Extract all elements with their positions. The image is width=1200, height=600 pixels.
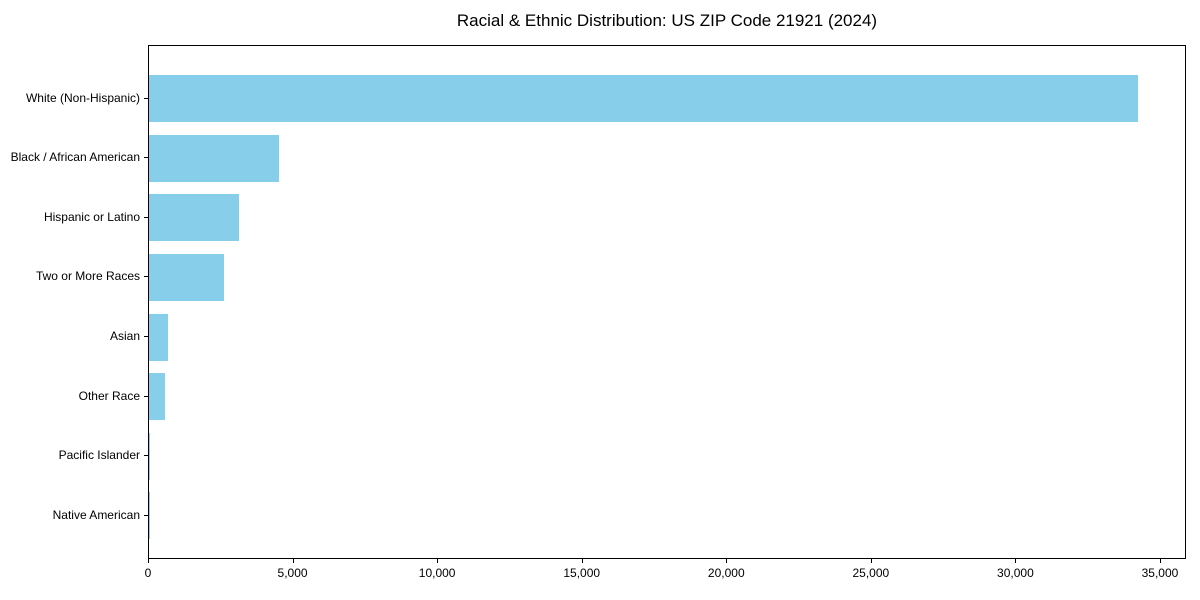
x-tick-label-5000: 5,000 (277, 566, 308, 580)
bar-two-or-more-races (149, 253, 225, 301)
x-tick-mark (870, 559, 872, 563)
y-tick-mark (144, 276, 148, 278)
y-tick-label-asian: Asian (109, 329, 140, 344)
y-tick-label-pacific-islander: Pacific Islander (58, 448, 140, 463)
y-tick-label-black-african-american: Black / African American (10, 150, 140, 165)
x-tick-mark (581, 559, 583, 563)
y-tick-mark (144, 514, 148, 516)
x-tick-mark (437, 559, 439, 563)
x-tick-label-20000: 20,000 (707, 566, 745, 580)
y-tick-mark (144, 157, 148, 159)
y-tick-mark (144, 395, 148, 397)
x-tick-label-0: 0 (144, 566, 152, 580)
plot-area (148, 45, 1186, 559)
y-tick-label-two-or-more-races: Two or More Races (35, 269, 140, 284)
x-tick-mark (1015, 559, 1017, 563)
bar-hispanic-or-latino (149, 194, 239, 242)
x-tick-label-10000: 10,000 (418, 566, 456, 580)
bar-pacific-islander (149, 432, 151, 480)
x-tick-label-35000: 35,000 (1141, 566, 1179, 580)
x-tick-mark (1159, 559, 1161, 563)
y-tick-mark (144, 216, 148, 218)
y-tick-label-hispanic-or-latino: Hispanic or Latino (43, 209, 140, 224)
y-tick-label-native-american: Native American (52, 507, 140, 522)
x-tick-mark (292, 559, 294, 563)
y-tick-label-other-race: Other Race (78, 388, 140, 403)
x-tick-label-15000: 15,000 (563, 566, 601, 580)
x-tick-mark (148, 559, 149, 563)
y-tick-mark (144, 97, 148, 99)
bar-white-non-hispanic (149, 75, 1138, 122)
x-tick-mark (726, 559, 728, 563)
bar-asian (149, 313, 169, 361)
bar-other-race (149, 373, 166, 421)
y-tick-label-white-non-hispanic: White (Non-Hispanic) (25, 90, 140, 105)
chart-title: Racial & Ethnic Distribution: US ZIP Cod… (456, 11, 878, 30)
x-tick-label-30000: 30,000 (997, 566, 1034, 580)
x-tick-label-25000: 25,000 (852, 566, 890, 580)
y-tick-mark (144, 336, 148, 338)
bar-black-african-american (149, 134, 280, 182)
y-tick-mark (144, 455, 148, 457)
